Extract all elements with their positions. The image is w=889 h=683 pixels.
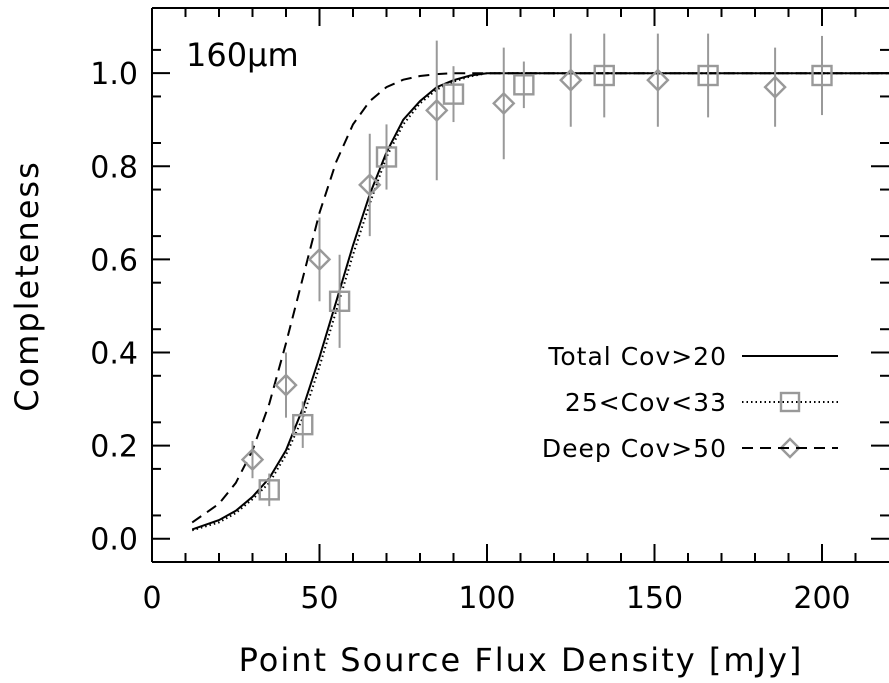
diamond-marker [763, 75, 787, 99]
y-tick-label: 1.0 [90, 57, 138, 92]
band-annotation: 160μm [186, 36, 299, 74]
diamond-marker [358, 173, 382, 197]
y-tick-label: 0.0 [90, 523, 138, 558]
x-tick-label: 100 [458, 581, 515, 616]
data-markers [240, 33, 833, 507]
diamond-marker [307, 247, 332, 272]
square-marker [292, 413, 314, 436]
curve-25-cov-33 [191, 72, 889, 532]
square-marker [593, 64, 615, 87]
completeness-curves [191, 72, 889, 532]
diamond-marker [274, 373, 298, 397]
square-marker [375, 146, 398, 168]
legend: Total Cov>20 25<Cov<33 Deep Cov>50 [542, 342, 838, 463]
x-axis-title: Point Source Flux Density [mJy] [239, 641, 804, 679]
x-tick-label: 0 [142, 581, 161, 616]
x-tick-label: 200 [793, 581, 850, 616]
y-tick-label: 0.6 [90, 243, 138, 278]
diamond-marker [646, 68, 670, 92]
diamond-marker [425, 98, 449, 123]
square-marker [442, 83, 465, 105]
legend-square-marker [779, 391, 801, 413]
curve-deep-cov-50 [191, 72, 889, 524]
legend-label: Total Cov>20 [547, 342, 727, 371]
legend-diamond-marker [779, 437, 801, 459]
x-tick-label: 150 [626, 581, 683, 616]
square-marker [697, 64, 719, 87]
diamond-marker [492, 91, 516, 116]
y-axis-title: Completeness [8, 160, 46, 412]
legend-label: Deep Cov>50 [542, 434, 727, 463]
x-tick-label: 50 [300, 581, 338, 616]
y-tick-label: 0.2 [90, 430, 138, 465]
square-marker [811, 64, 833, 87]
legend-label: 25<Cov<33 [565, 388, 727, 417]
curve-total-cov-20 [191, 72, 889, 531]
diamond-marker [559, 68, 583, 92]
diamond-marker [240, 447, 265, 472]
y-tick-label: 0.8 [90, 150, 138, 185]
square-marker [258, 479, 280, 501]
axes-frame: 0 50 100 150 200 0.0 0.2 0.4 0.6 0.8 1.0 [90, 7, 889, 616]
square-marker [513, 74, 535, 96]
y-tick-label: 0.4 [90, 337, 138, 372]
square-marker [328, 290, 351, 312]
